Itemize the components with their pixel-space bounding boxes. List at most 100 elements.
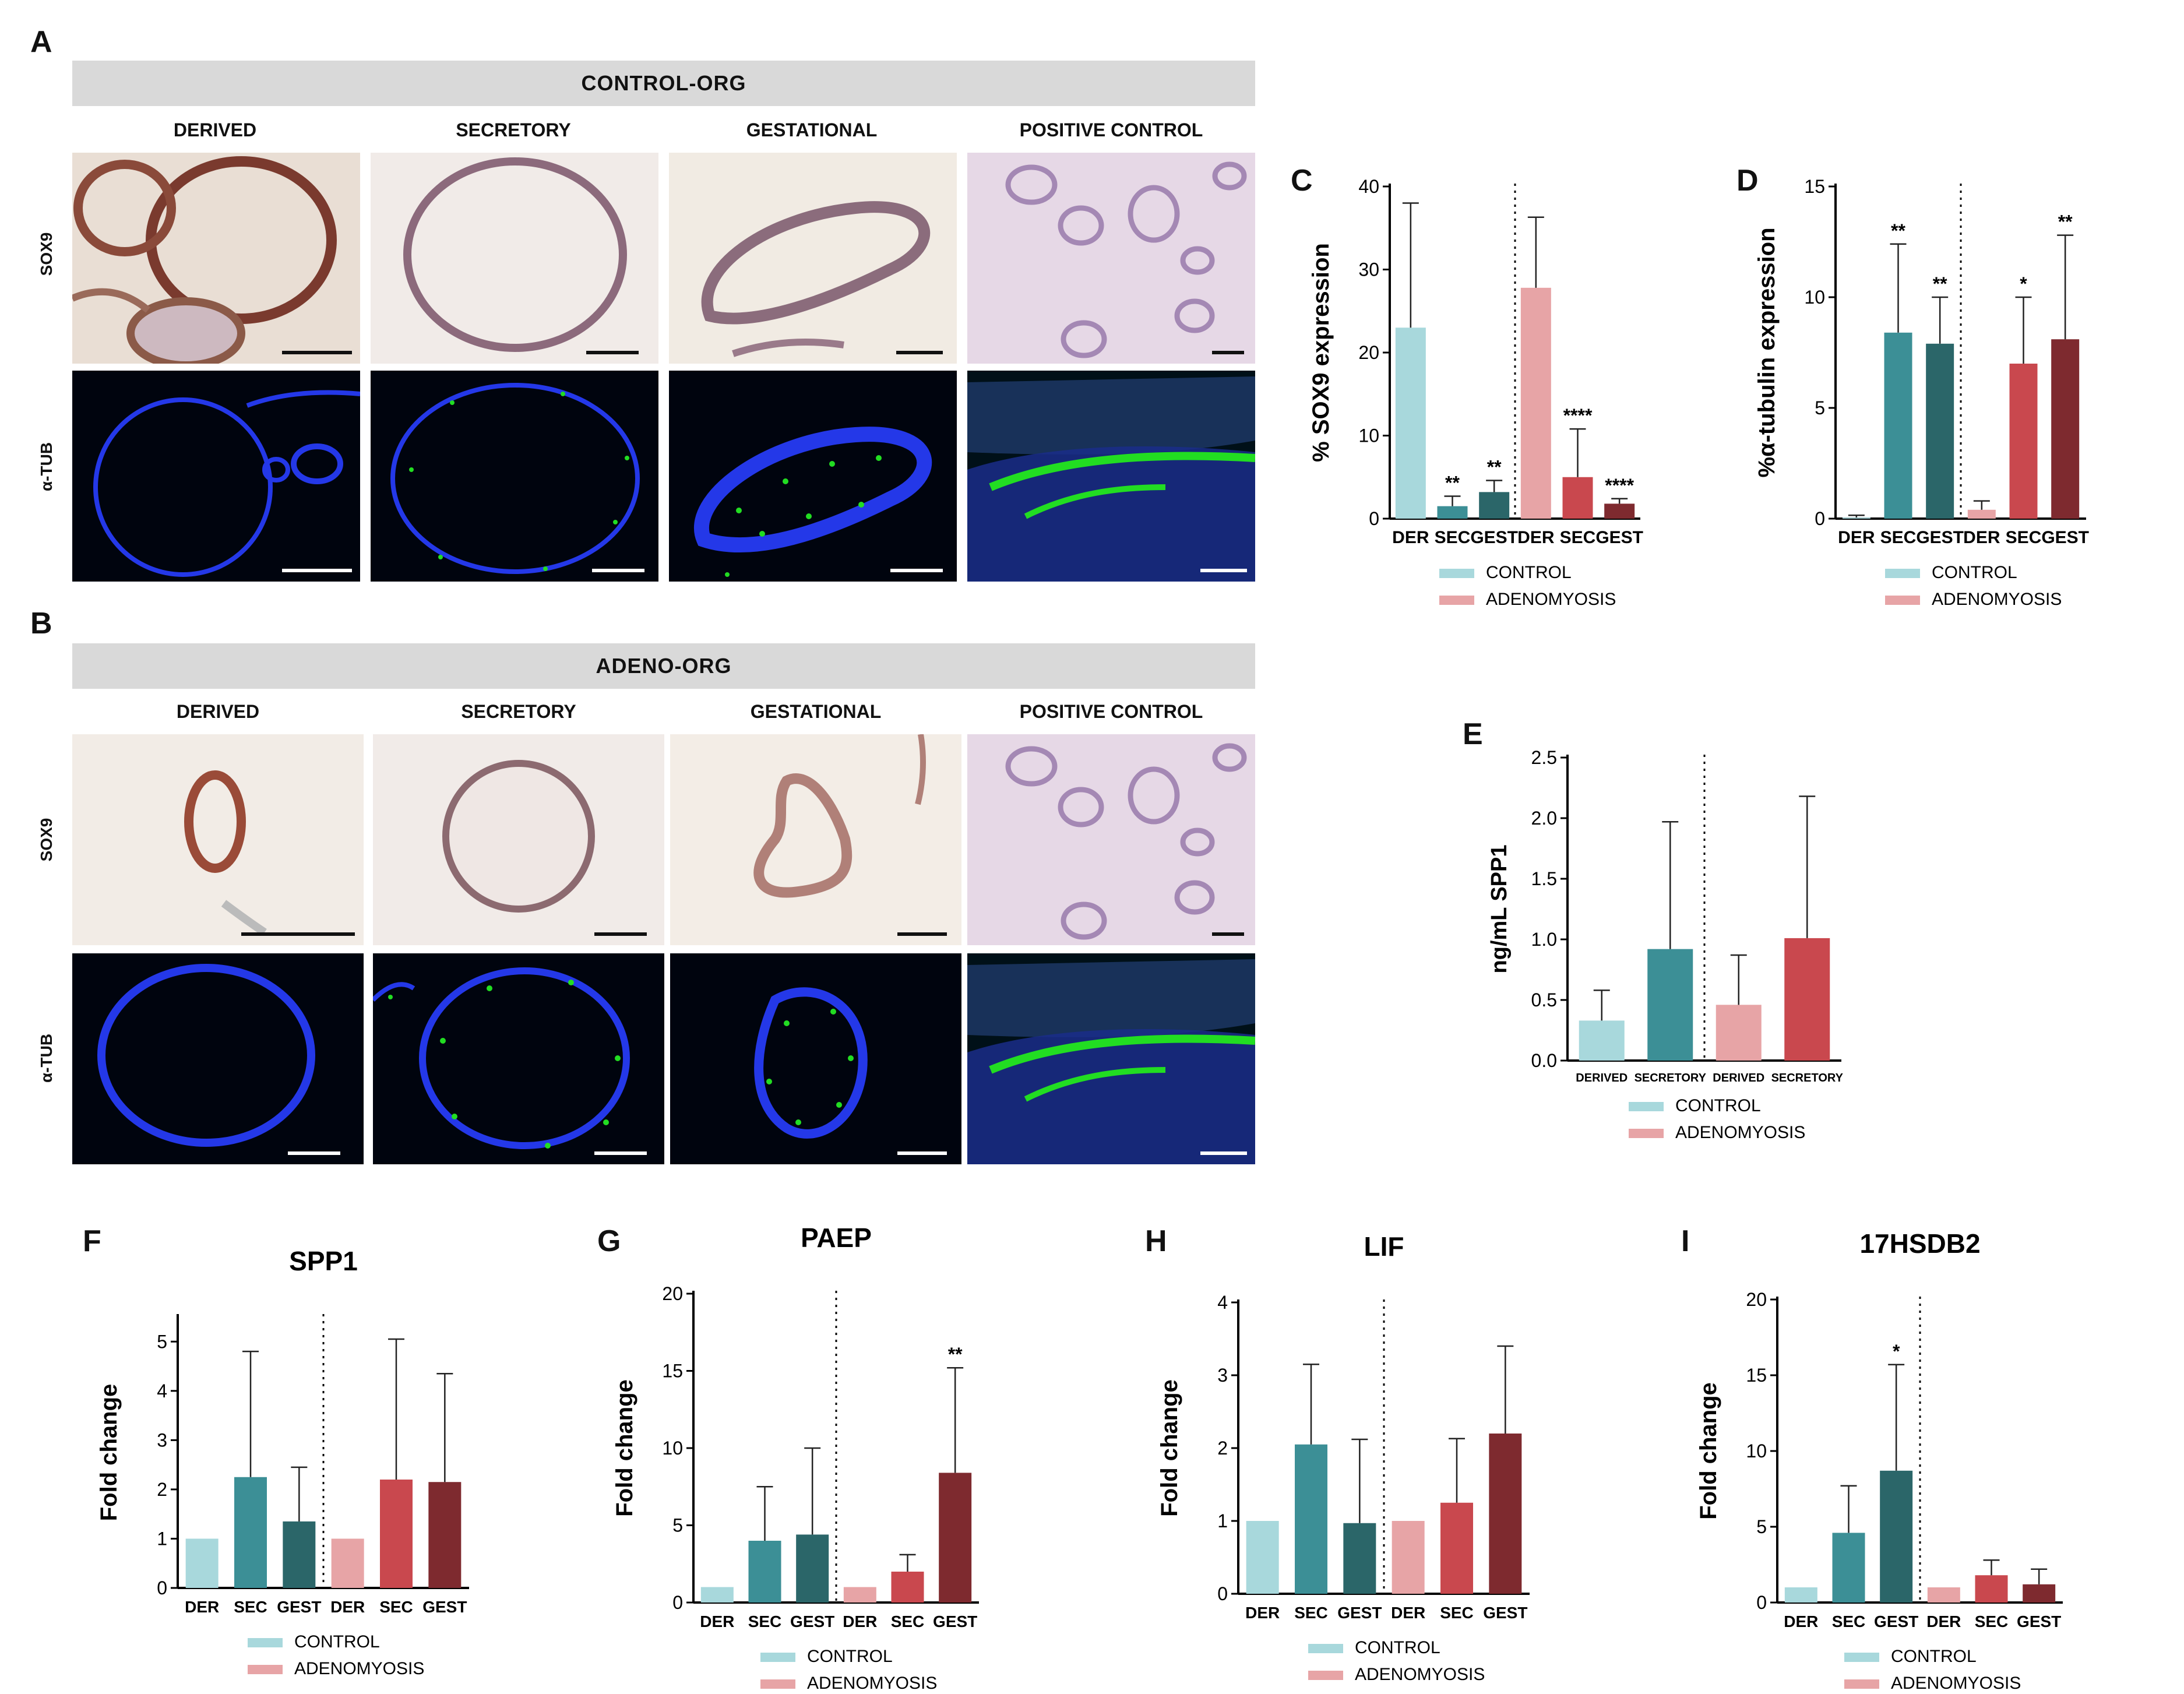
significance-label: *: [2020, 273, 2027, 294]
legend-label-adenomyosis: ADENOMYOSIS: [294, 1659, 424, 1678]
bar: [796, 1534, 829, 1603]
legend-swatch-control: [1844, 1653, 1879, 1662]
y-tick-label: 0: [1756, 1592, 1767, 1613]
y-tick-label: 10: [1804, 287, 1825, 308]
significance-label: **: [948, 1344, 963, 1365]
y-axis-label: Fold change: [612, 1379, 637, 1517]
chart-i-17hsdb2: 17HSDB2 Fold change 0 5 10 15 20 DER SEC * GEST DER…: [1696, 1228, 2063, 1693]
bar: [1562, 477, 1593, 519]
x-tick-label: SEC: [1435, 528, 1471, 547]
x-tick-label: SEC: [1975, 1612, 2009, 1630]
y-tick-label: 0: [1217, 1583, 1228, 1604]
x-tick-label: GEST: [277, 1598, 321, 1616]
y-axis-label: ng/mL SPP1: [1487, 844, 1512, 973]
if-atub-positive-control-a: [967, 371, 1255, 582]
y-tick-label: 40: [1358, 176, 1379, 197]
row-label-atub-a: α-TUB: [37, 442, 55, 492]
x-tick-label: DER: [1784, 1612, 1818, 1630]
bar: [2051, 339, 2080, 519]
x-tick-label: GEST: [2017, 1612, 2061, 1630]
bar: [1395, 327, 1426, 519]
bar: [700, 1587, 734, 1603]
x-tick-label: GEST: [790, 1612, 834, 1630]
col-header-secretory-a: SECRETORY: [456, 119, 571, 140]
legend-label-control: CONTROL: [1932, 563, 2017, 582]
legend-label-control: CONTROL: [1675, 1096, 1761, 1115]
row-label-atub-b: α-TUB: [37, 1033, 55, 1083]
significance-label: *: [1893, 1341, 1900, 1362]
x-tick-label: DER: [330, 1598, 365, 1616]
legend-swatch-control: [1439, 569, 1474, 578]
y-tick-label: 1.0: [1531, 929, 1557, 950]
bar: [1832, 1533, 1865, 1603]
bar: [1343, 1523, 1376, 1594]
x-tick-label: GEST: [1483, 1604, 1527, 1622]
panel-label-d: D: [1736, 164, 1759, 198]
if-atub-control-derived: [72, 371, 360, 582]
bar: [331, 1538, 364, 1588]
bar: [1479, 492, 1510, 519]
y-tick-label: 4: [1217, 1292, 1228, 1313]
x-tick-label: GEST: [422, 1598, 467, 1616]
panel-label-c: C: [1291, 164, 1313, 198]
x-tick-label: DER: [700, 1612, 734, 1630]
y-tick-label: 2.0: [1531, 808, 1557, 829]
bar: [283, 1521, 316, 1588]
ihc-sox9-positive-control-b: [967, 734, 1255, 945]
bar: [1246, 1521, 1279, 1594]
significance-label: ****: [1563, 405, 1593, 426]
panel-label-e: E: [1463, 717, 1483, 751]
x-tick-label: GEST: [1595, 528, 1643, 547]
chart-title: SPP1: [289, 1246, 358, 1276]
x-tick-label: SEC: [748, 1612, 782, 1630]
x-tick-label: DERIVED: [1576, 1072, 1628, 1084]
bar: [2009, 364, 2038, 519]
x-tick-label: SECRETORY: [1635, 1072, 1707, 1084]
legend-swatch-control: [1885, 569, 1920, 578]
legend-swatch-adenomyosis: [1885, 596, 1920, 605]
chart-title: PAEP: [801, 1223, 872, 1253]
bar: [1880, 1470, 1913, 1603]
x-tick-label: DER: [185, 1598, 219, 1616]
bar: [1926, 343, 1954, 519]
x-tick-label: SEC: [1880, 528, 1917, 547]
legend-swatch-adenomyosis: [760, 1679, 795, 1689]
y-tick-label: 10: [1358, 425, 1379, 446]
legend-label-adenomyosis: ADENOMYOSIS: [807, 1674, 937, 1693]
col-header-derived-a: DERIVED: [173, 119, 257, 140]
x-tick-label: DER: [1392, 528, 1429, 547]
x-tick-label: DER: [1245, 1604, 1280, 1622]
bar: [1489, 1434, 1522, 1594]
ihc-sox9-control-derived: [72, 153, 360, 364]
y-tick-label: 15: [1746, 1365, 1767, 1386]
bar: [380, 1480, 413, 1588]
control-org-banner: CONTROL-ORG: [72, 61, 1255, 106]
x-tick-label: DER: [843, 1612, 877, 1630]
col-header-derived-b: DERIVED: [176, 701, 260, 722]
legend-swatch-adenomyosis: [1844, 1679, 1879, 1689]
bar: [1784, 938, 1830, 1061]
y-axis-label: %α-tubulin expression: [1754, 227, 1780, 477]
legend-label-control: CONTROL: [1486, 563, 1572, 582]
ihc-sox9-control-gestational: [669, 153, 957, 364]
legend-label-control: CONTROL: [807, 1647, 893, 1666]
col-header-gestational-a: GESTATIONAL: [746, 119, 878, 140]
y-tick-label: 1.5: [1531, 868, 1557, 889]
x-tick-label: SEC: [234, 1598, 267, 1616]
chart-h-lif: LIF Fold change 0 1 2 3 4 DER SEC GEST DER SEC GEST C…: [1157, 1231, 1530, 1684]
y-axis-label: % SOX9 expression: [1308, 243, 1334, 462]
legend-swatch-adenomyosis: [1629, 1129, 1664, 1138]
bar: [1604, 503, 1635, 519]
x-tick-label: DER: [1963, 528, 2000, 547]
y-axis-label: Fold change: [1157, 1379, 1182, 1517]
col-header-secretory-b: SECRETORY: [461, 701, 576, 722]
legend-swatch-adenomyosis: [248, 1665, 283, 1674]
legend-label-control: CONTROL: [1355, 1638, 1440, 1657]
bar: [939, 1473, 972, 1603]
bar: [843, 1587, 876, 1603]
x-tick-label: SEC: [1440, 1604, 1474, 1622]
ihc-sox9-positive-control-a: [967, 153, 1255, 364]
row-label-sox9-a: SOX9: [37, 232, 55, 276]
x-tick-label: DER: [1926, 1612, 1961, 1630]
y-tick-label: 0.5: [1531, 989, 1557, 1010]
